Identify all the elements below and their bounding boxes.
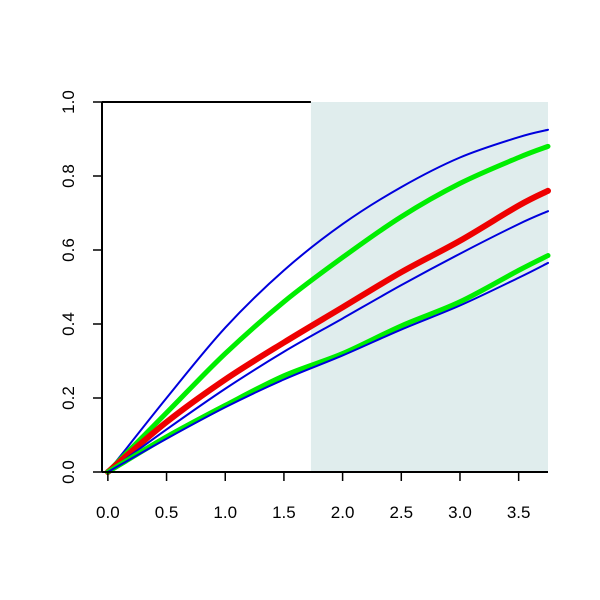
- y-tick-label: 0.4: [59, 312, 78, 336]
- y-tick-label: 1.0: [59, 90, 78, 114]
- x-tick-label: 1.0: [213, 503, 237, 522]
- series-line-2: [105, 143, 551, 475]
- x-tick-label: 0.0: [96, 503, 120, 522]
- ticks-layer: 0.0 0.5 1.0 1.5 2.0 2.5 3.0 3.5 0.0 0.2 0.4 0.6 0.8 1…: [59, 90, 530, 522]
- axes-layer: [101, 101, 548, 473]
- series-line-6: [106, 261, 549, 473]
- x-tick-label: 0.5: [155, 503, 179, 522]
- series-line-4: [106, 210, 549, 473]
- y-tick-label: 0.6: [59, 238, 78, 262]
- y-tick-label: 0.8: [59, 164, 78, 188]
- x-tick-label: 1.5: [272, 503, 296, 522]
- x-tick-label: 3.0: [448, 503, 472, 522]
- series-line-1: [106, 128, 549, 473]
- series-line-3: [104, 187, 551, 475]
- x-tick-label: 2.0: [331, 503, 355, 522]
- series-line-5: [105, 253, 551, 475]
- x-tick-label: 3.5: [507, 503, 531, 522]
- series-layer: [104, 128, 551, 475]
- x-tick-label: 2.5: [389, 503, 413, 522]
- y-tick-label: 0.0: [59, 460, 78, 484]
- y-tick-label: 0.2: [59, 386, 78, 410]
